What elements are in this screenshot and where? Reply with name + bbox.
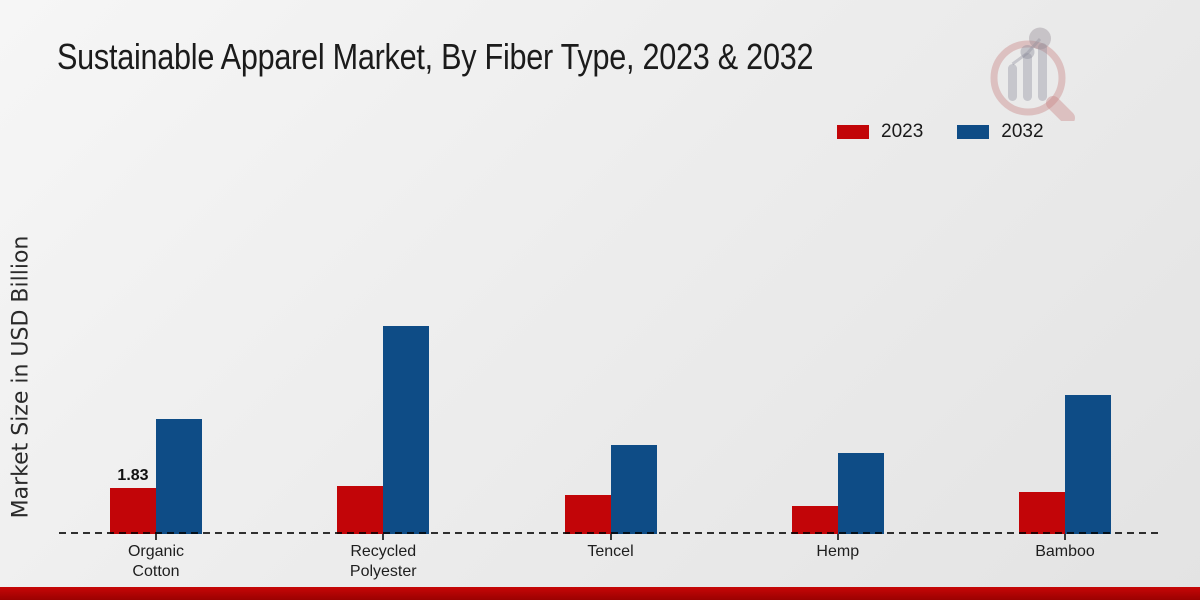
x-axis-dashed-line — [59, 532, 1160, 534]
x-axis-tick — [382, 534, 385, 540]
bar-2032-recycled-polyester — [383, 326, 430, 534]
bar-value-label: 1.83 — [117, 467, 149, 484]
chart-title: Sustainable Apparel Market, By Fiber Typ… — [57, 36, 814, 77]
legend-label-2032: 2032 — [1001, 121, 1044, 142]
bar-2032-bamboo — [1065, 395, 1111, 534]
x-axis-tick — [155, 534, 157, 540]
magnifier-bar-chart-logo-watermark — [990, 27, 1075, 121]
x-axis-label: Bamboo — [1035, 543, 1095, 560]
legend-swatch-2032 — [957, 125, 990, 139]
legend-item-2032: 2032 — [957, 121, 1044, 143]
bar-2023-hemp — [791, 506, 838, 534]
legend: 2023 2032 — [837, 121, 1044, 143]
bar-2023-bamboo — [1019, 492, 1065, 534]
x-axis-label: Hemp — [816, 543, 860, 560]
x-axis-label: Recycled Polyester — [349, 543, 417, 580]
bar-2032-tencel — [610, 445, 657, 534]
x-axis-tick — [1064, 534, 1066, 540]
bar-2032-hemp — [837, 453, 884, 534]
x-axis-tick — [609, 534, 612, 540]
bar-2023-tencel — [564, 495, 611, 534]
bar-2032-organic-cotton — [156, 419, 202, 534]
legend-item-2023: 2023 — [837, 121, 923, 143]
bar-2023-recycled-polyester — [337, 486, 384, 534]
legend-swatch-2023 — [837, 125, 869, 139]
x-axis-tick — [836, 534, 839, 540]
footer-red-strip — [0, 587, 1200, 600]
bar-2023-organic-cotton — [110, 488, 156, 534]
x-axis-label: Organic Cotton — [127, 543, 185, 580]
legend-label-2023: 2023 — [881, 121, 924, 142]
x-axis-label: Tencel — [587, 543, 634, 560]
